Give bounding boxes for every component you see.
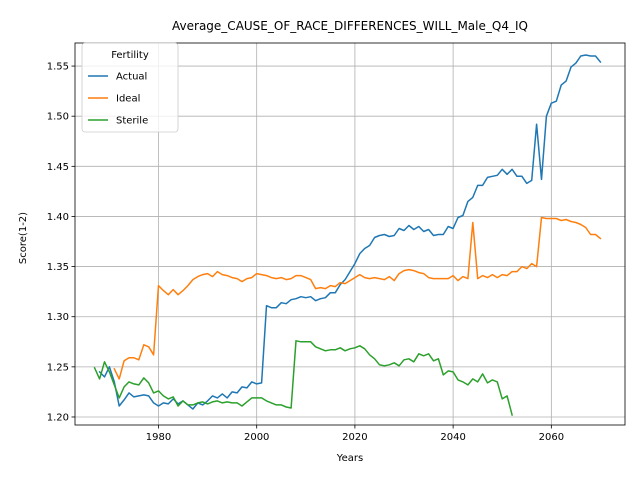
chart-title: Average_CAUSE_OF_RACE_DIFFERENCES_WILL_M… (172, 19, 528, 33)
series-line-sterile (93, 340, 514, 416)
x-tick-label: 2060 (539, 432, 564, 443)
y-tick-label: 1.25 (47, 362, 69, 373)
x-tick-label: 2000 (244, 432, 269, 443)
plot-frame (74, 42, 626, 426)
legend: Fertility Actual Ideal Sterile (81, 42, 179, 133)
y-axis-label: Score(1-2) (18, 212, 29, 264)
series-lines (93, 54, 602, 416)
y-tick-label: 1.20 (47, 412, 69, 423)
y-tick-label: 1.30 (47, 312, 69, 323)
legend-label-sterile: Sterile (116, 116, 148, 127)
x-tick-label: 1980 (146, 432, 171, 443)
legend-box (81, 42, 179, 133)
y-tick-label: 1.45 (47, 162, 69, 173)
y-axis: 1.20 1.25 1.30 1.35 1.40 1.45 1.50 1.55 (47, 62, 75, 423)
x-tick-label: 2020 (342, 432, 367, 443)
y-tick-label: 1.55 (47, 62, 69, 73)
y-tick-label: 1.35 (47, 262, 69, 273)
x-tick-label: 2040 (440, 432, 465, 443)
legend-title: Fertility (111, 50, 149, 61)
series-line-ideal (113, 216, 602, 380)
y-tick-label: 1.50 (47, 112, 69, 123)
x-axis-label: Years (336, 453, 363, 464)
y-tick-label: 1.40 (47, 212, 69, 223)
x-axis: 1980 2000 2020 2040 2060 (146, 425, 564, 443)
legend-label-actual: Actual (116, 72, 147, 83)
legend-label-ideal: Ideal (116, 94, 140, 105)
